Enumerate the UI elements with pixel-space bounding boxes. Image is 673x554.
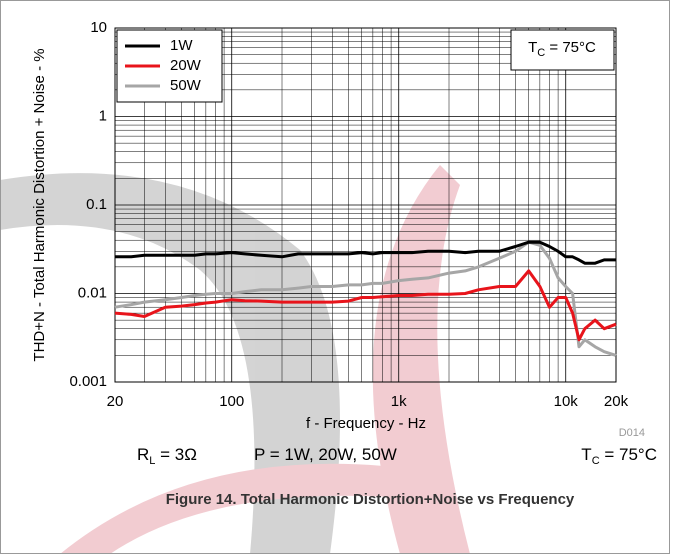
condition: TC = 75°C xyxy=(581,445,657,466)
annotation-sub: C xyxy=(537,47,545,59)
annotation-main: T xyxy=(528,39,537,56)
series-line xyxy=(114,269,617,342)
condition-sub: L xyxy=(149,455,155,467)
watermark xyxy=(0,165,470,554)
condition-rest: = 3Ω xyxy=(155,445,197,464)
annotation: TC = 75°C xyxy=(528,39,596,59)
annotation-rest: = 75°C xyxy=(545,39,596,56)
y-tick-label: 10 xyxy=(90,19,107,36)
x-axis-label: f - Frequency - Hz xyxy=(306,415,426,432)
x-tick-label: 20 xyxy=(107,393,124,410)
condition-sub: C xyxy=(592,455,600,467)
x-tick-label: 100 xyxy=(219,393,244,410)
legend-label: 1W xyxy=(170,37,193,54)
plot-frame xyxy=(114,27,617,383)
y-tick-label: 0.1 xyxy=(86,196,107,213)
y-tick-label: 0.001 xyxy=(69,373,107,390)
series-line xyxy=(115,240,616,265)
condition-main: T xyxy=(581,445,591,464)
legend-label: 20W xyxy=(170,57,202,74)
condition-main: P = 1W, 20W, 50W xyxy=(254,445,397,464)
condition: P = 1W, 20W, 50W xyxy=(254,445,397,464)
series-line xyxy=(114,240,617,357)
condition: RL = 3Ω xyxy=(137,445,197,466)
figure-id: D014 xyxy=(619,427,645,439)
y-axis-label: THD+N - Total Harmonic Distortion + Nois… xyxy=(31,48,48,361)
annotation-box xyxy=(510,29,615,71)
condition-main: R xyxy=(137,445,149,464)
y-tick-label: 1 xyxy=(99,107,107,124)
condition-rest: = 75°C xyxy=(600,445,657,464)
x-tick-label: 20k xyxy=(604,393,629,410)
caption: Figure 14. Total Harmonic Distortion+Noi… xyxy=(166,491,575,508)
y-tick-label: 0.01 xyxy=(78,284,107,301)
x-tick-label: 1k xyxy=(391,393,407,410)
x-tick-label: 10k xyxy=(554,393,579,410)
legend-label: 50W xyxy=(170,77,202,94)
